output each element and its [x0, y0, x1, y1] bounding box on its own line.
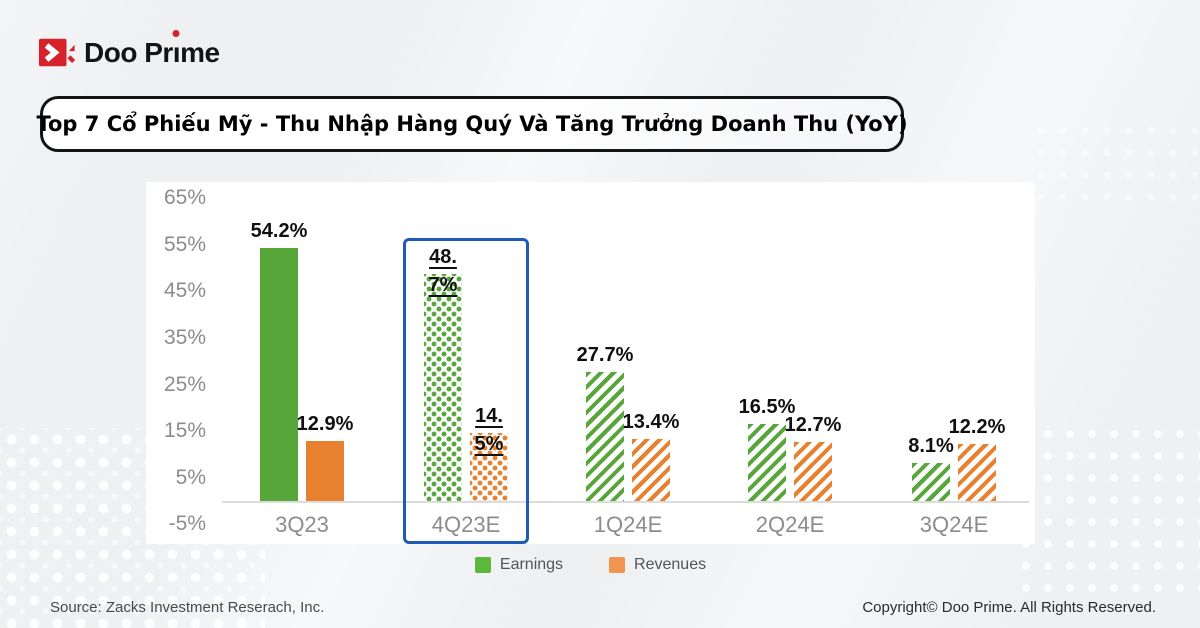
x-tick-4Q23E: 4Q23E [431, 512, 501, 537]
y-axis-tick-25%: 25% [163, 372, 206, 396]
legend-label-earnings: Earnings [499, 556, 564, 573]
y-axis-tick-15%: 15% [163, 419, 206, 443]
bar-label-revenues-1Q24E: 13.4% [622, 411, 680, 433]
doo-prime-logo-text: Doo Prıme [84, 37, 220, 68]
bar-label-earnings-3Q23: 54.2% [250, 220, 308, 242]
doo-prime-logo: Doo Prıme [38, 34, 220, 72]
y-axis-tick-45%: 45% [163, 279, 206, 303]
source-note: Source: Zacks Investment Reserach, Inc. [50, 599, 325, 616]
page-title: Top 7 Cổ Phiếu Mỹ - Thu Nhập Hàng Quý Và… [36, 112, 908, 136]
y-axis-tick--5%: -5% [168, 512, 206, 536]
legend-swatch-earnings [474, 557, 491, 573]
halftone-dots-top-right [1030, 120, 1200, 210]
doo-prime-logo-icon [38, 38, 76, 67]
chart-panel: 65% 55% 45% 35% 25% 15% 5% -5% 54.2% 12.9% 3Q23 48.… [146, 182, 1035, 544]
logo-i-red-dot: ı [172, 37, 181, 68]
legend-swatch-revenues [609, 557, 626, 573]
bar-label-revenues-3Q24E: 12.2% [948, 416, 1006, 438]
bar-revenues-4Q23E [470, 433, 508, 501]
x-axis-line [222, 501, 1029, 503]
bar-revenues-1Q24E [632, 439, 670, 501]
y-axis-tick-55%: 55% [163, 232, 206, 256]
copyright-note: Copyright© Doo Prime. All Rights Reserve… [862, 599, 1156, 616]
y-axis-tick-65%: 65% [163, 186, 206, 210]
y-axis-tick-5%: 5% [175, 465, 206, 489]
bar-earnings-2Q24E [748, 424, 786, 501]
bar-earnings-3Q24E [912, 463, 950, 501]
bar-earnings-4Q23E [424, 274, 462, 501]
legend-item-earnings: Earnings [474, 556, 564, 574]
bar-revenues-3Q23 [306, 441, 344, 501]
bar-earnings-1Q24E [586, 372, 624, 501]
bar-label-earnings-1Q24E: 27.7% [576, 344, 634, 366]
x-tick-1Q24E: 1Q24E [593, 512, 663, 537]
title-banner: Top 7 Cổ Phiếu Mỹ - Thu Nhập Hàng Quý Và… [36, 96, 908, 152]
bar-label-earnings-4Q23E: 48.7% [428, 246, 458, 296]
y-axis-tick-35%: 35% [163, 325, 206, 349]
bar-label-revenues-2Q24E: 12.7% [784, 414, 842, 436]
bar-label-earnings-3Q24E: 8.1% [908, 435, 954, 457]
legend-item-revenues: Revenues [609, 556, 706, 574]
halftone-dots-bottom-right [1015, 423, 1200, 598]
x-tick-3Q24E: 3Q24E [919, 512, 989, 537]
x-tick-3Q23: 3Q23 [275, 512, 329, 537]
bar-label-revenues-3Q23: 12.9% [296, 413, 354, 435]
bar-label-revenues-4Q23E: 14.5% [474, 405, 504, 455]
legend-label-revenues: Revenues [634, 556, 707, 573]
chart-legend: Earnings Revenues [146, 552, 1035, 578]
x-tick-2Q24E: 2Q24E [755, 512, 825, 537]
highlight-box-4Q23E [403, 238, 529, 544]
bar-revenues-2Q24E [794, 442, 832, 501]
bar-earnings-3Q23 [260, 248, 298, 501]
bar-revenues-3Q24E [958, 444, 996, 501]
bar-label-earnings-2Q24E: 16.5% [738, 396, 796, 418]
